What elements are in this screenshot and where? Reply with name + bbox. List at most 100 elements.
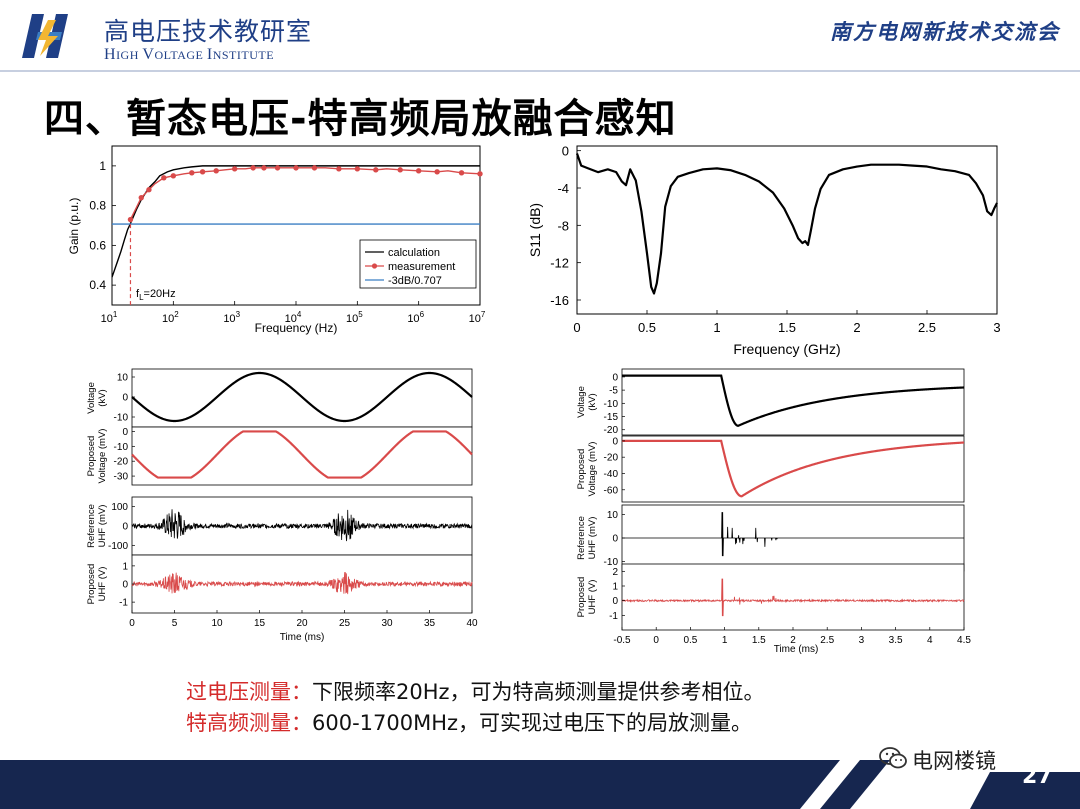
s11-chart: 0 0.5 1 1.5 2 2.5 3 0 -4 -8 -12 -16 Frequency (GHz)… (527, 144, 1001, 357)
gain-xtick-label-2: 103 (223, 310, 240, 325)
gain-measurement-point-6 (199, 169, 206, 175)
stack-left-panel-1-ytick-label-3: -30 (114, 472, 129, 483)
stack-right-xlabel: Time (ms) (774, 644, 819, 655)
stack-left-panel-0-ytick-label-0: 10 (117, 373, 129, 384)
stack-right-panel-3-ylabel-line1: Proposed (576, 577, 587, 618)
stack-right-panel-2-ylabel-line2: UHF (mV) (587, 517, 598, 560)
stack-right-panel-0 (621, 368, 965, 436)
stack-right-panel-0-ytick-label-2: -10 (604, 399, 619, 410)
s11-ytick-label-0: 0 (562, 144, 569, 159)
stack-right-xtick-label-4: 1.5 (752, 635, 766, 646)
gain-measurement-point-15 (354, 166, 361, 172)
footer-band (0, 752, 1080, 809)
stack-right-panel-3-ytick-label-1: 1 (612, 582, 618, 593)
stack-left-panel-3-ylabel: Proposed UHF (V) (86, 564, 108, 605)
gain-ylabel: Gain (p.u.) (67, 198, 81, 255)
stack-right-panel-2-ytick-label-0: 10 (607, 510, 619, 521)
gain-measurement-point-10 (261, 165, 267, 171)
stack-right-panel-3 (621, 563, 965, 631)
stack-left-panel-3-ytick-label-1: 0 (122, 580, 128, 591)
note-uhf: 特高频测量：600-1700MHz，可实现过电压下的局放测量。 (186, 707, 752, 737)
page-number: 27 (1022, 764, 1053, 789)
slide-title: 四、暂态电压-特高频局放融合感知 (44, 96, 677, 142)
stack-right-panel-1-ylabel-line1: Proposed (576, 449, 587, 490)
stack-right-panel-1-ytick-label-3: -60 (604, 485, 619, 496)
stack-right-xtick-label-10: 4.5 (957, 635, 971, 646)
stack-left-xtick-label-3: 15 (254, 618, 266, 629)
header-divider (0, 70, 1080, 72)
gain-measurement-point-1 (138, 194, 144, 201)
s11-plot-area (576, 145, 998, 315)
stack-left-panel-0-ylabel: Voltage (kV) (86, 382, 108, 414)
gain-measurement-point-12 (293, 165, 299, 171)
s11-xlabel: Frequency (GHz) (733, 341, 840, 357)
gain-measurement-point-21 (477, 171, 483, 177)
stack-left-panel-0-ytick-label-1: 0 (122, 393, 128, 404)
stack-left-panel-3-ytick-label-2: -1 (119, 598, 128, 609)
gain-measurement-point-4 (170, 173, 177, 179)
stack-left-panel-2-ylabel-line2: UHF (mV) (97, 505, 108, 548)
institute-logo (22, 14, 68, 58)
s11-xtick-label-0: 0 (573, 320, 580, 335)
stack-left-panel-0-ytick-label-2: -10 (114, 413, 129, 424)
stack-left-panel-2-ytick-label-1: 0 (122, 522, 128, 533)
stack-right-panel-1-trace (622, 439, 965, 498)
gain-ytick-label-3: 1 (99, 159, 106, 173)
stack-right-panel-0-ylabel-line2: (kV) (587, 393, 598, 410)
stack-left-panel-1-trace (131, 430, 473, 479)
legend-3db: -3dB/0.707 (388, 275, 442, 287)
s11-series-0 (575, 153, 998, 295)
stack-left-panel-0-ylabel-line1: Voltage (86, 382, 97, 414)
s11-xtick-label-2: 1 (713, 320, 720, 335)
stack-left-panel-1-ytick-label-2: -20 (114, 457, 129, 468)
stack-right-xtick-label-7: 3 (859, 635, 865, 646)
gain-legend: calculation measurement -3dB/0.707 (359, 239, 477, 289)
stack-left-panel-1-ytick-label-0: 0 (122, 427, 128, 438)
stack-right-panel-1-ytick-label-1: -20 (604, 453, 619, 464)
stack-left-panel-1-ylabel-line2: Voltage (mV) (97, 429, 108, 484)
stack-left-panel-2-ytick-label-0: 100 (111, 502, 128, 513)
gain-xtick-label-1: 102 (162, 310, 179, 325)
stack-left-panel-2-ytick-label-2: -100 (108, 541, 128, 552)
stack-left-panel-0-ylabel-line2: (kV) (97, 389, 108, 406)
gain-measurement-point-8 (231, 166, 238, 172)
gain-measurement-point-5 (189, 170, 195, 176)
stack-right-panel-0-trace (622, 374, 965, 427)
wechat-icon (879, 747, 907, 769)
conference-name: 南方电网新技术交流会 (830, 19, 1060, 44)
gain-measurement-point-20 (458, 170, 465, 176)
stack-right-panel-3-ylabel: Proposed UHF (V) (576, 577, 598, 618)
gain-measurement-point-16 (373, 167, 379, 173)
s11-xtick-label-6: 3 (993, 320, 1000, 335)
s11-xtick-label-5: 2.5 (918, 320, 936, 335)
note-uhf-label: 特高频测量： (186, 711, 312, 735)
stack-right-panel-1-ylabel: Proposed Voltage (mV) (576, 442, 598, 497)
stack-right-panel-0-ytick-label-0: 0 (612, 372, 618, 383)
stack-right-xtick-label-5: 2 (790, 635, 796, 646)
stack-right-xtick-label-8: 3.5 (889, 635, 903, 646)
stack-right-panel-1-ylabel-line2: Voltage (mV) (587, 442, 598, 497)
gain-series-0 (111, 165, 480, 278)
note-overvoltage-text: 下限频率20Hz，可为特高频测量提供参考相位。 (312, 680, 765, 704)
gain-xtick-label-5: 106 (407, 310, 424, 325)
gain-measurement-point-0 (127, 216, 134, 223)
stack-left-xtick-label-5: 25 (339, 618, 351, 629)
stack-right-panel-1-ytick-label-0: 0 (612, 436, 618, 447)
stack-left-panel-2 (131, 496, 473, 556)
gain-ytick-label-1: 0.6 (89, 238, 106, 252)
stack-left-panel-1-ylabel-line1: Proposed (86, 436, 97, 477)
institute-name-en: HIGH VOLTAGE INSTITUTE (104, 46, 275, 63)
s11-ytick-label-1: -4 (557, 181, 569, 196)
gain-measurement-point-9 (250, 165, 256, 171)
stack-right-xtick-label-0: -0.5 (613, 635, 631, 646)
stack-right-panel-2-trace (622, 512, 964, 557)
stack-left-panel-3-ytick-label-0: 1 (122, 561, 128, 572)
s11-ylabel: S11 (dB) (527, 203, 543, 257)
stack-right-panel-2-ytick-label-1: 0 (612, 534, 618, 545)
stack-left-xtick-label-8: 40 (466, 618, 478, 629)
legend-measurement: measurement (388, 261, 455, 273)
s11-xtick-label-4: 2 (853, 320, 860, 335)
gain-annotation: fL=20Hz (136, 288, 176, 302)
